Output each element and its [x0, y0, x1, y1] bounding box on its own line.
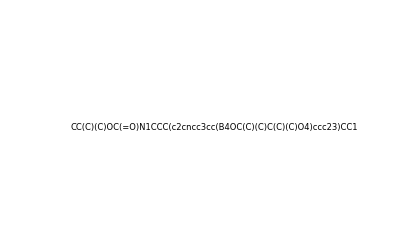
Text: CC(C)(C)OC(=O)N1CCC(c2cncc3cc(B4OC(C)(C)C(C)(C)O4)ccc23)CC1: CC(C)(C)OC(=O)N1CCC(c2cncc3cc(B4OC(C)(C)… [71, 123, 358, 132]
